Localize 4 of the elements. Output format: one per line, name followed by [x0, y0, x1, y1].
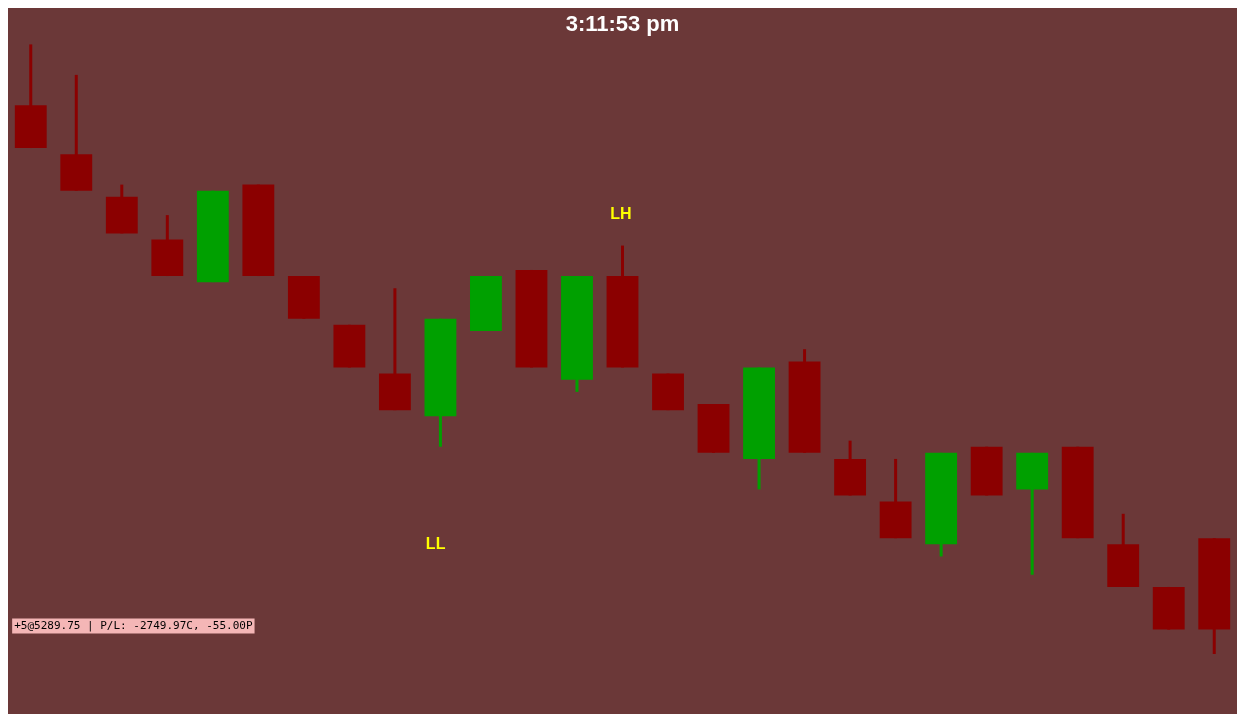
chart-title: 3:11:53 pm [565, 11, 680, 37]
annotation: LH [610, 205, 632, 223]
annotation: LL [425, 534, 446, 552]
annotation: +5@5289.75 | P/L: -2749.97C, -55.00P [14, 619, 253, 633]
